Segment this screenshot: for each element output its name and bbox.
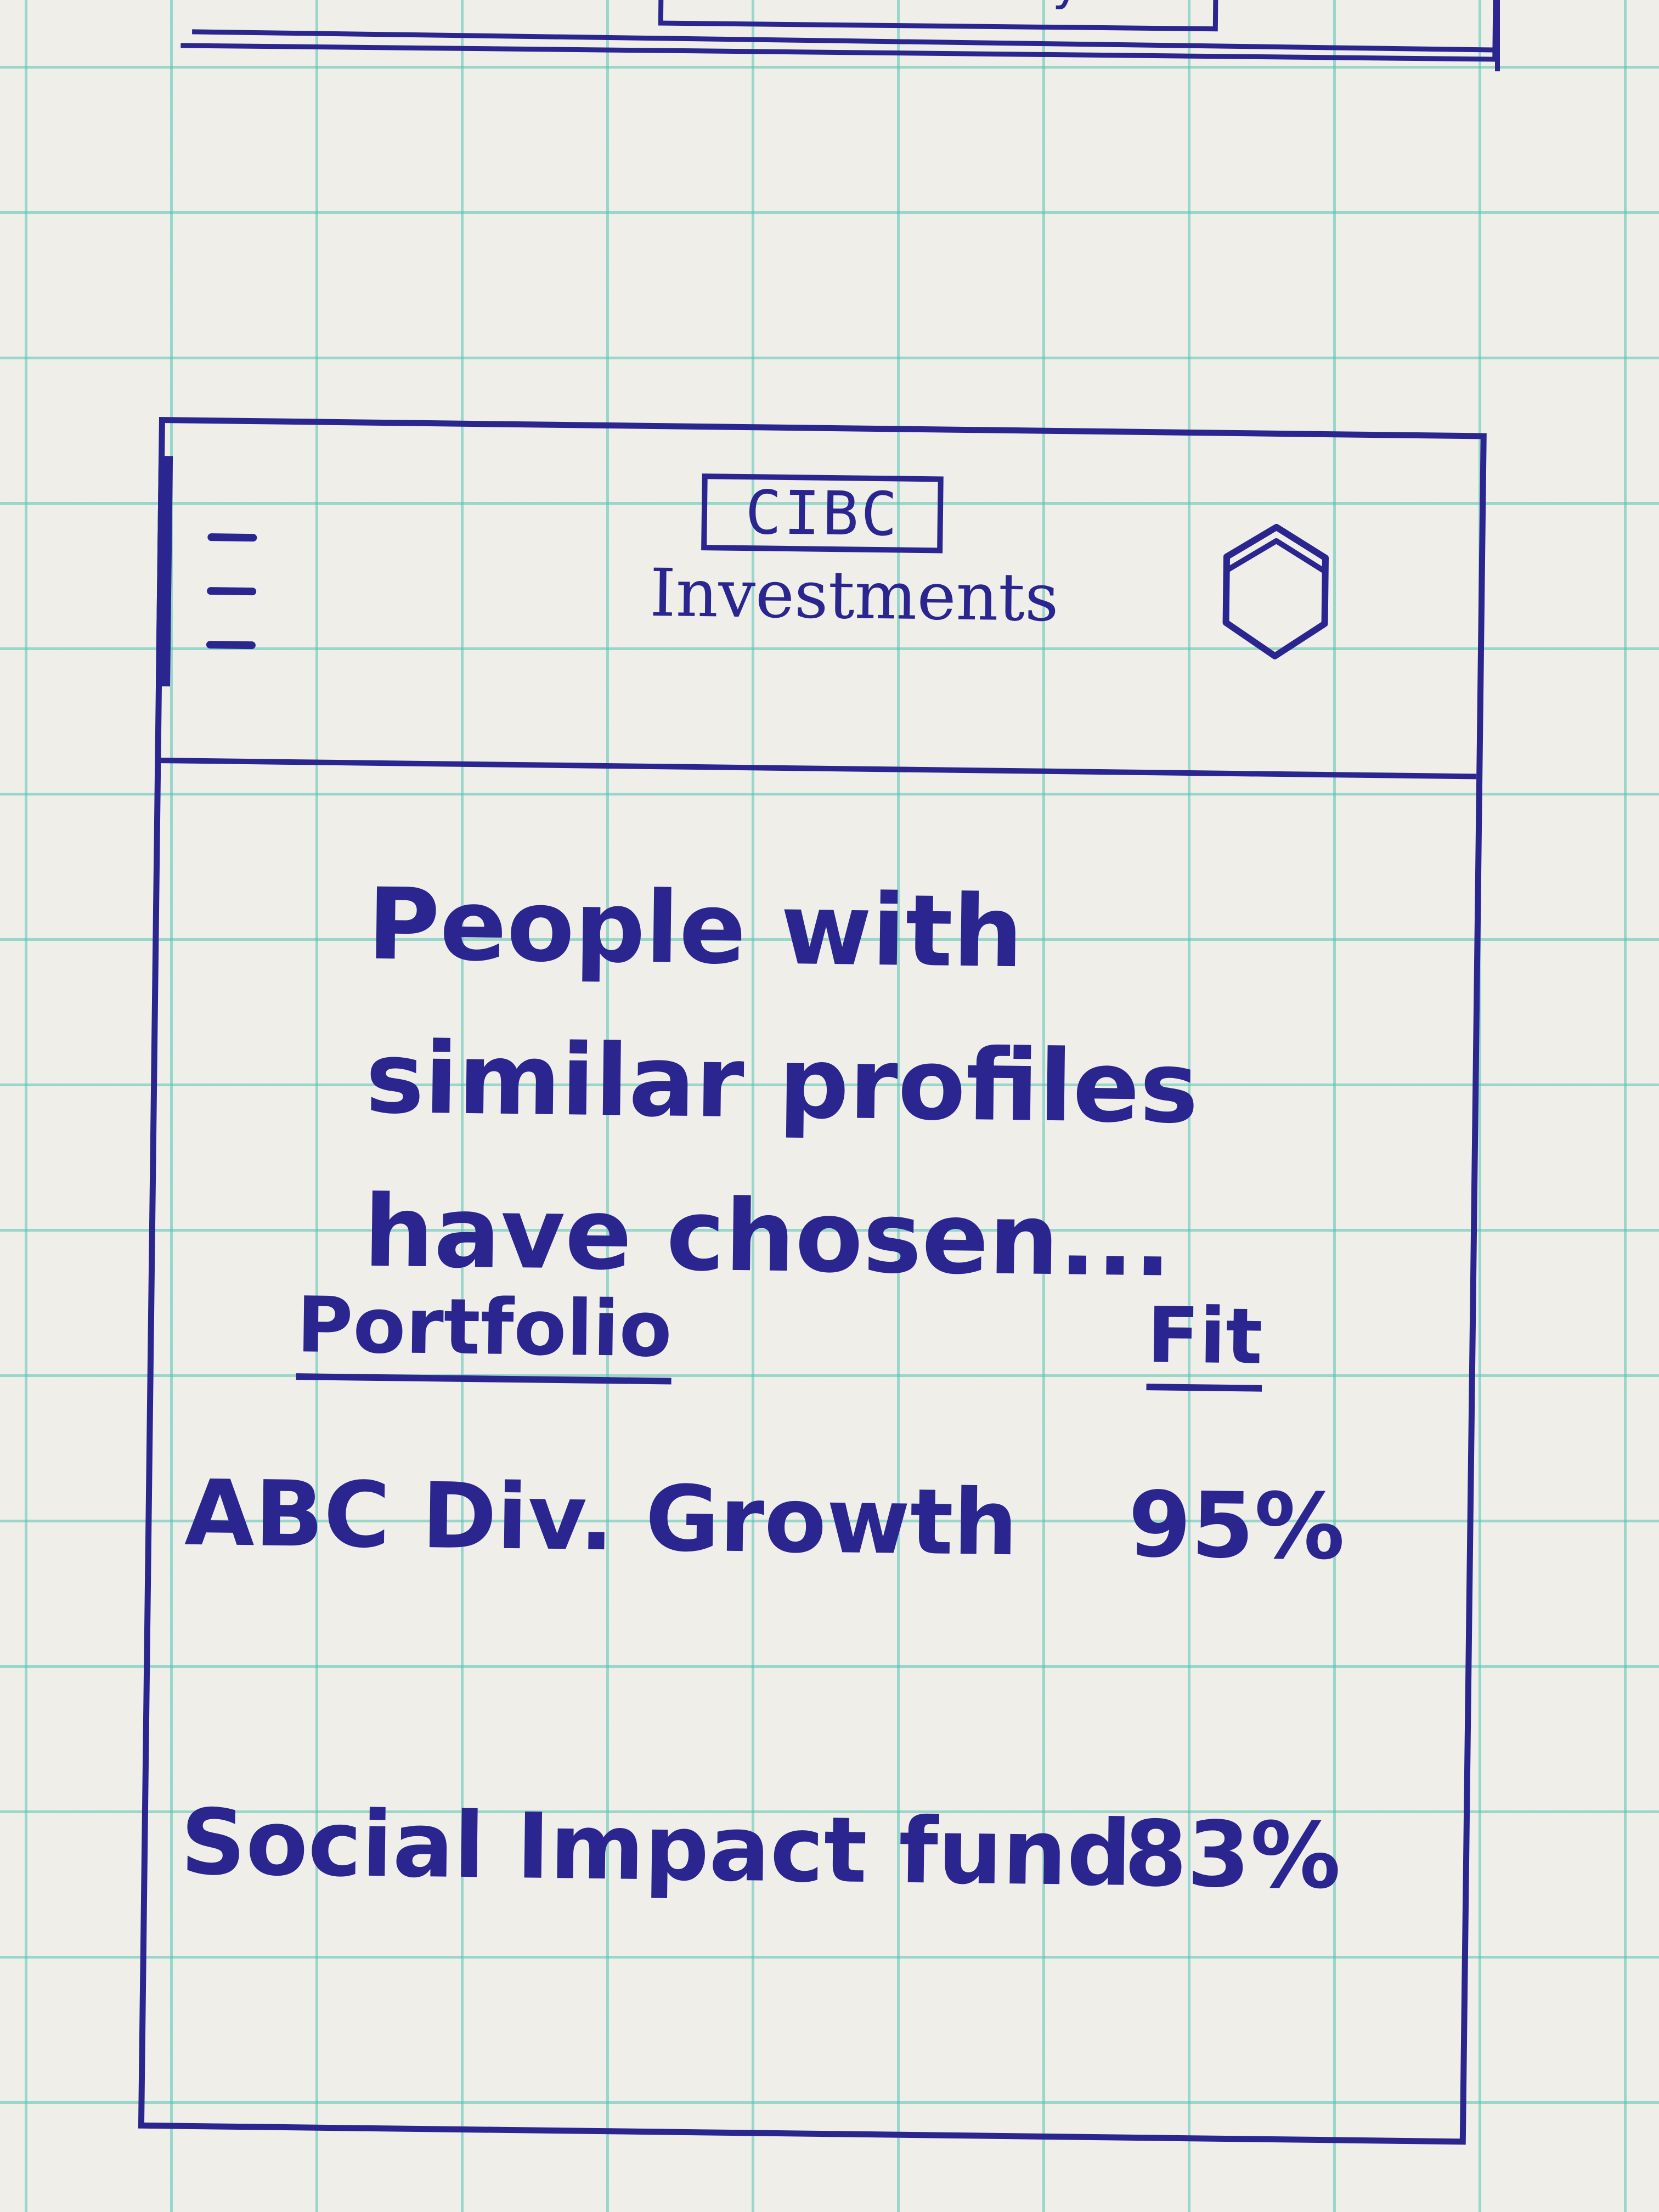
previous-badge-label: 5 min away [795,0,1081,12]
brand-logo: CIBC [701,473,944,554]
previous-screen-badge: 5 min away [658,0,1219,32]
table-row[interactable]: ABC Div. Growth 95% [151,1460,1468,1607]
recommendation-headline: People with similar profiles have chosen… [363,867,1199,1299]
phone-screen: CIBC Investments People with similar pro… [138,417,1487,2145]
menu-line [207,587,257,596]
brand-logo-text: CIBC [744,477,900,550]
column-header-portfolio: Portfolio [296,1280,673,1375]
portfolio-name: ABC Div. Growth [184,1460,1019,1576]
brand-subtitle: Investments [649,555,1059,637]
app-header: CIBC Investments [161,423,1481,780]
fit-percentage: 95% [1127,1471,1346,1580]
menu-line [207,533,257,542]
portfolio-name: Social Impact fund [180,1789,1132,1906]
menu-line [206,641,256,650]
hamburger-icon[interactable] [206,533,268,650]
column-header-fit: Fit [1146,1291,1263,1382]
previous-screen-frame: 5 min away [180,0,1498,62]
previous-screen-edge [1495,0,1500,71]
hexagon-user-icon[interactable] [1215,518,1337,668]
table-row[interactable]: Social Impact fund 83% [147,1789,1464,1937]
fit-percentage: 83% [1123,1801,1342,1909]
